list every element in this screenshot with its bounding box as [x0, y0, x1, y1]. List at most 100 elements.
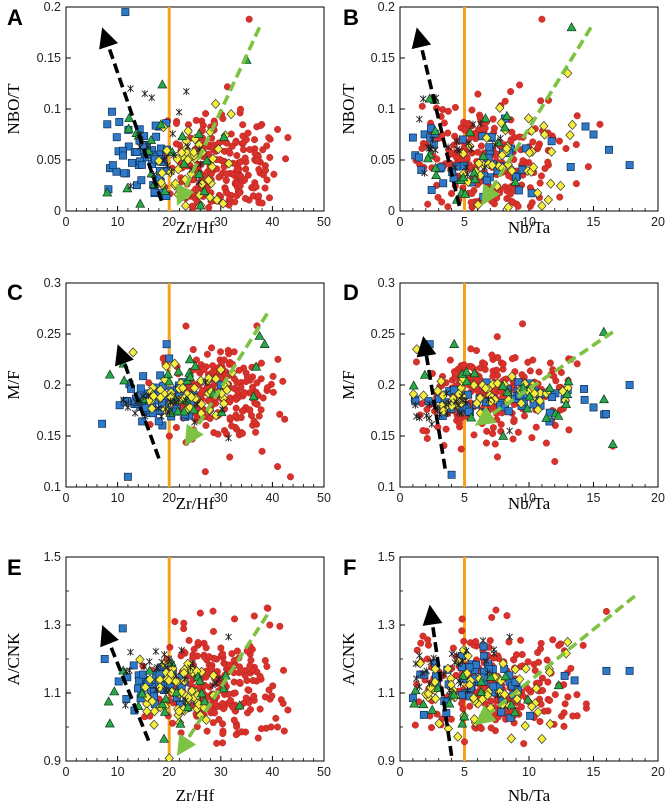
- data-point-red-circle: [494, 354, 502, 362]
- data-point-yellow-diamond: [189, 382, 200, 394]
- ticks-e: 0 10 20 30 40 50 0.9 1.1 1.3 1.5: [44, 550, 331, 779]
- data-point-yellow-diamond: [474, 158, 484, 169]
- data-point-red-circle: [239, 139, 247, 147]
- data-point-red-circle: [424, 636, 432, 644]
- data-point-red-circle: [508, 355, 516, 363]
- data-point-blue-square: [419, 710, 428, 719]
- data-point-black-cross: [462, 397, 470, 405]
- data-point-red-circle: [474, 90, 482, 98]
- data-point-blue-square: [605, 145, 613, 154]
- data-point-red-circle: [509, 435, 517, 443]
- data-point-red-circle: [226, 661, 234, 669]
- data-point-yellow-diamond: [443, 663, 453, 675]
- data-point-blue-square: [580, 395, 589, 404]
- data-point-black-cross: [127, 182, 135, 190]
- x-tick-label: 20: [651, 491, 665, 505]
- y-tick-label: 0.25: [371, 327, 395, 341]
- data-point-yellow-diamond: [145, 674, 155, 685]
- data-point-red-circle: [219, 700, 227, 708]
- data-point-yellow-diamond: [516, 398, 526, 409]
- data-point-red-circle: [237, 383, 245, 391]
- data-point-blue-square: [121, 8, 130, 17]
- data-point-blue-square: [114, 677, 123, 686]
- data-point-yellow-diamond: [147, 696, 157, 707]
- data-point-blue-square: [122, 695, 131, 703]
- data-point-black-cross: [494, 691, 501, 699]
- data-point-red-circle: [284, 706, 292, 714]
- trend-arrows-f: [422, 594, 636, 757]
- data-point-green-triangle: [410, 685, 421, 695]
- data-point-green-triangle: [498, 430, 509, 440]
- data-point-green-triangle: [251, 361, 262, 371]
- data-point-black-cross: [197, 160, 204, 168]
- x-tick-label: 20: [162, 765, 176, 779]
- data-point-red-circle: [541, 165, 549, 173]
- data-point-red-circle: [241, 194, 249, 202]
- data-point-black-cross: [153, 665, 160, 673]
- data-point-red-circle: [517, 703, 525, 711]
- data-point-green-triangle: [165, 407, 176, 417]
- data-point-red-circle: [177, 652, 185, 660]
- data-point-red-circle: [538, 674, 546, 682]
- data-point-yellow-diamond: [172, 153, 182, 165]
- trend-arrow-line: [106, 45, 164, 202]
- data-point-red-circle: [268, 692, 276, 700]
- data-point-blue-square: [514, 378, 523, 387]
- data-point-green-triangle: [524, 391, 535, 401]
- data-point-black-cross: [218, 405, 226, 414]
- x-tick-label: 10: [522, 491, 536, 505]
- data-point-red-circle: [479, 124, 487, 132]
- data-point-red-circle: [266, 621, 274, 629]
- data-point-red-circle: [458, 627, 466, 635]
- data-point-red-circle: [537, 97, 545, 105]
- data-point-red-circle: [238, 429, 246, 437]
- data-point-blue-square: [602, 410, 610, 418]
- data-point-black-cross: [182, 87, 190, 96]
- data-point-black-cross: [202, 378, 209, 386]
- y-tick-label: 0.15: [371, 51, 395, 65]
- data-point-red-circle: [200, 366, 208, 374]
- data-point-red-circle: [551, 458, 559, 466]
- data-point-yellow-diamond: [170, 358, 180, 369]
- data-point-yellow-diamond: [147, 403, 157, 414]
- data-point-red-circle: [190, 645, 198, 653]
- y-tick-label: 1.5: [378, 550, 395, 564]
- data-point-red-circle: [520, 412, 528, 420]
- data-point-blue-square: [408, 694, 417, 703]
- data-point-red-circle: [242, 694, 250, 702]
- data-point-black-cross: [476, 120, 484, 128]
- data-point-black-cross: [161, 686, 169, 695]
- ticks-b: 0 5 10 15 20 0 0.05 0.1 0.15 0.2: [371, 0, 665, 229]
- data-point-red-circle: [491, 440, 499, 448]
- data-point-black-cross: [212, 679, 220, 687]
- data-point-green-triangle: [459, 711, 470, 721]
- data-point-green-triangle: [102, 187, 113, 197]
- data-point-red-circle: [486, 637, 494, 645]
- data-point-yellow-diamond: [563, 636, 573, 648]
- data-point-black-cross: [182, 697, 189, 705]
- data-point-black-cross: [195, 178, 203, 186]
- data-point-black-cross: [168, 660, 176, 668]
- data-point-black-cross: [481, 163, 488, 172]
- data-point-black-cross: [464, 170, 471, 179]
- data-point-red-circle: [223, 139, 231, 147]
- x-tick-label: 40: [265, 215, 279, 229]
- data-point-yellow-diamond: [207, 161, 217, 172]
- data-point-blue-square: [103, 120, 112, 129]
- y-tick-label: 0.2: [44, 0, 61, 14]
- data-point-red-circle: [209, 607, 217, 615]
- data-point-red-circle: [261, 166, 269, 174]
- data-point-yellow-diamond: [543, 194, 553, 206]
- data-point-black-cross: [453, 651, 461, 659]
- data-point-red-circle: [423, 434, 431, 442]
- data-point-red-circle: [235, 189, 243, 197]
- data-point-black-cross: [419, 669, 427, 677]
- data-point-red-circle: [259, 146, 267, 154]
- x-axis-title-d: Nb/Ta: [508, 494, 551, 513]
- data-point-black-cross: [170, 151, 178, 159]
- x-tick-label: 10: [111, 491, 125, 505]
- y-tick-label: 0.1: [378, 480, 395, 494]
- data-point-red-circle: [444, 107, 452, 115]
- data-point-black-cross: [162, 405, 169, 413]
- data-point-red-circle: [259, 394, 267, 402]
